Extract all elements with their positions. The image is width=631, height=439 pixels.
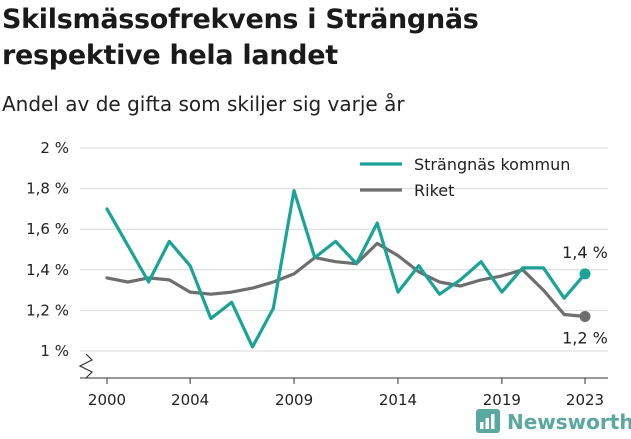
newsworthy-logo: Newsworthy <box>476 409 631 434</box>
x-tick-label: 2014 <box>379 391 417 409</box>
chart-title: Skilsmässofrekvens i Strängnäs respektiv… <box>2 4 479 71</box>
logo-bar-icon <box>491 414 495 429</box>
y-tick-label: 1,4 % <box>26 261 69 279</box>
y-axis-ticks: 1 % 1,2 % 1,4 % 1,6 % 1,8 % 2 % <box>26 139 69 360</box>
y-tick-label: 1,8 % <box>26 180 69 198</box>
y-tick-label: 1,6 % <box>26 220 69 238</box>
y-tick-label: 2 % <box>40 139 69 157</box>
series-endpoint <box>579 268 591 280</box>
series-line <box>105 189 587 349</box>
gridlines <box>80 147 608 352</box>
series-line <box>105 241 587 319</box>
x-tick-label: 2000 <box>88 391 126 409</box>
x-axis-ticks: 2000 2004 2009 2014 2019 2023 <box>88 378 604 409</box>
y-tick-label: 1 % <box>40 342 69 360</box>
y-tick-label: 1,2 % <box>26 301 69 319</box>
series-endpoint <box>579 310 591 322</box>
legend-label: Riket <box>414 181 454 200</box>
x-tick-label: 2023 <box>566 391 604 409</box>
legend: Strängnäs kommun Riket <box>360 155 570 200</box>
x-axis <box>78 353 608 379</box>
x-tick-label: 2004 <box>171 391 209 409</box>
end-value-label: 1,2 % <box>562 328 608 347</box>
legend-label: Strängnäs kommun <box>414 155 570 174</box>
logo-bar-icon <box>485 418 489 429</box>
x-tick-label: 2009 <box>275 391 313 409</box>
series-lines <box>105 189 591 349</box>
end-labels: 1,4 % 1,2 % <box>562 243 608 348</box>
x-tick-label: 2019 <box>483 391 521 409</box>
logo-bar-icon <box>480 422 484 429</box>
chart-subtitle: Andel av de gifta som skiljer sig varje … <box>2 92 405 116</box>
newsworthy-wordmark: Newsworthy <box>507 410 631 434</box>
end-value-label: 1,4 % <box>562 243 608 262</box>
axis-break-icon <box>78 353 94 379</box>
